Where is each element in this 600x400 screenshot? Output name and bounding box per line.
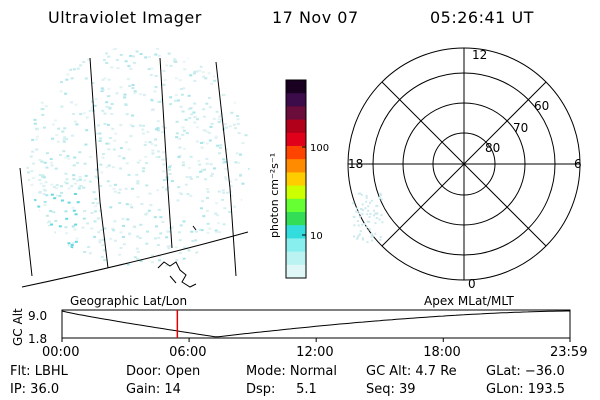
lat-line xyxy=(21,231,249,288)
polar-plot: 12 18 6 0 80 70 60 xyxy=(347,47,582,291)
y-tick-9: 9.0 xyxy=(28,309,47,323)
colorbar-segment xyxy=(286,146,306,160)
colorbar-segment xyxy=(286,198,306,213)
colorbar-segment xyxy=(286,212,306,226)
apex-mlat-mlt-label: Apex MLat/MLT xyxy=(424,294,514,308)
time-label: 05:26:41 UT xyxy=(430,8,534,27)
lon-line xyxy=(159,57,173,249)
geographic-latlon-label: Geographic Lat/Lon xyxy=(70,294,188,308)
status-glat: GLat: −36.0 xyxy=(486,364,565,379)
lon-line xyxy=(19,167,33,277)
x-tick-label: 18:00 xyxy=(423,345,461,360)
x-tick-label: 12:00 xyxy=(296,345,334,360)
altitude-timeline: GC Alt 9.0 1.8 xyxy=(11,308,571,346)
lat-label-70: 70 xyxy=(513,121,528,135)
x-tick-label: 23:59 xyxy=(550,345,588,360)
colorbar-segment xyxy=(286,80,306,94)
colorbar-segment xyxy=(286,185,306,200)
status-door: Door: Open xyxy=(126,364,201,379)
date-label: 17 Nov 07 xyxy=(272,8,359,27)
status-gain: Gain: 14 xyxy=(126,382,181,397)
colorbar-unit-label: photon cm⁻²s⁻¹ xyxy=(268,153,281,238)
colorbar-segment xyxy=(286,132,306,147)
colorbar-segment xyxy=(286,251,306,266)
colorbar-segment xyxy=(286,238,306,253)
x-tick-label: 06:00 xyxy=(169,345,207,360)
status-dsp: Dsp: 5.1 xyxy=(246,382,317,397)
colorbar-tick-100: 100 xyxy=(310,143,329,154)
geographic-image xyxy=(19,46,250,288)
status-glon: GLon: 193.5 xyxy=(486,382,566,397)
mlt-label-0: 0 xyxy=(468,277,476,291)
colorbar-segment xyxy=(286,93,306,107)
colorbar-segment xyxy=(286,264,306,279)
colorbar-segment xyxy=(286,106,306,121)
color-bar: 100 10 photon cm⁻²s⁻¹ xyxy=(268,79,329,279)
status-seq: Seq: 39 xyxy=(366,382,416,397)
lon-line xyxy=(89,57,109,269)
timeline-axis-title: GC Alt xyxy=(11,308,25,346)
status-flt: Flt: LBHL xyxy=(10,364,68,379)
colorbar-segment xyxy=(286,159,306,173)
x-tick-label: 00:00 xyxy=(42,345,80,360)
y-tick-1.8: 1.8 xyxy=(28,332,47,346)
colorbar-segment xyxy=(286,119,306,134)
coastline xyxy=(157,261,197,288)
colorbar-segment xyxy=(286,225,306,239)
status-mode: Mode: Normal xyxy=(246,364,337,379)
instrument-title: Ultraviolet Imager xyxy=(48,8,202,27)
mlt-label-18: 18 xyxy=(348,157,363,171)
lon-line xyxy=(215,61,237,277)
mlt-label-12: 12 xyxy=(472,48,487,62)
mlt-label-6: 6 xyxy=(574,157,582,171)
status-ip: IP: 36.0 xyxy=(10,382,60,397)
lat-label-60: 60 xyxy=(534,99,549,113)
colorbar-segment xyxy=(286,172,306,187)
altitude-curve xyxy=(61,310,570,338)
status-gcalt: GC Alt: 4.7 Re xyxy=(366,364,457,379)
lat-label-80: 80 xyxy=(485,141,500,155)
polar-emission-speckle xyxy=(352,192,384,244)
colorbar-tick-10: 10 xyxy=(310,231,323,242)
